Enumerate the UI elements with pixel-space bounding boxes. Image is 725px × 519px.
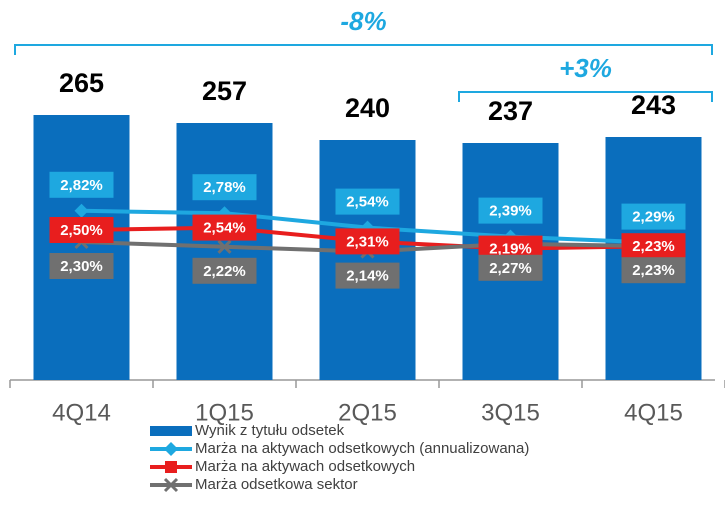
bar-value-label: 265 <box>59 68 104 98</box>
x-tick-label: 1Q15 <box>195 399 254 426</box>
legend-label: Marża na aktywach odsetkowych <box>195 458 415 475</box>
bar <box>176 123 273 380</box>
data-label-box <box>49 217 114 243</box>
legend-marker <box>165 461 177 473</box>
data-label-box <box>621 233 686 260</box>
x-tick-label: 4Q15 <box>624 399 683 426</box>
data-label: 2,82% <box>60 177 103 194</box>
data-label: 2,54% <box>346 194 389 211</box>
data-label: 2,27% <box>489 260 532 277</box>
data-label: 2,14% <box>346 268 389 285</box>
data-label-box <box>335 262 400 289</box>
legend-marker <box>163 477 179 493</box>
data-label: 2,50% <box>60 222 103 239</box>
x-tick-label: 2Q15 <box>338 399 397 426</box>
data-label-box <box>192 214 257 241</box>
data-label-box <box>49 253 114 279</box>
data-label: 2,78% <box>203 179 246 196</box>
data-label-box <box>192 257 257 284</box>
annotation-text: -8% <box>340 6 386 36</box>
data-label: 2,29% <box>632 209 675 226</box>
annotation-bracket <box>14 44 713 55</box>
data-label-box <box>478 254 543 281</box>
legend-label: Marża na aktywach odsetkowych (annualizo… <box>195 440 529 457</box>
data-label-box <box>192 174 257 201</box>
data-label: 2,22% <box>203 263 246 280</box>
data-label: 2,39% <box>489 203 532 220</box>
data-label: 2,23% <box>632 262 675 279</box>
x-tick-label: 4Q14 <box>52 399 111 426</box>
bar-value-label: 243 <box>631 90 676 120</box>
bar <box>33 115 130 380</box>
data-label: 2,30% <box>60 258 103 275</box>
data-label-box <box>478 197 543 224</box>
data-label-box <box>49 171 114 198</box>
bar <box>319 140 416 380</box>
data-label-box <box>335 188 400 215</box>
data-label: 2,23% <box>632 238 675 255</box>
line-marker <box>74 203 89 218</box>
line-marker <box>217 239 232 254</box>
legend-label: Wynik z tytułu odsetek <box>195 422 345 439</box>
data-label: 2,31% <box>346 233 389 250</box>
bar-value-label: 240 <box>345 93 390 123</box>
annotation-text: +3% <box>559 53 612 83</box>
data-label: 2,19% <box>489 241 532 258</box>
legend-marker <box>164 442 178 456</box>
data-label-box <box>621 257 686 284</box>
data-label-box <box>621 203 686 230</box>
legend-label: Marża odsetkowa sektor <box>195 476 358 493</box>
data-label-box <box>335 228 400 255</box>
bar-value-label: 237 <box>488 96 533 126</box>
bar-value-label: 257 <box>202 76 247 106</box>
annotation-bracket <box>458 91 713 102</box>
legend-swatch <box>150 426 192 436</box>
data-label: 2,54% <box>203 220 246 237</box>
x-tick-label: 3Q15 <box>481 399 540 426</box>
